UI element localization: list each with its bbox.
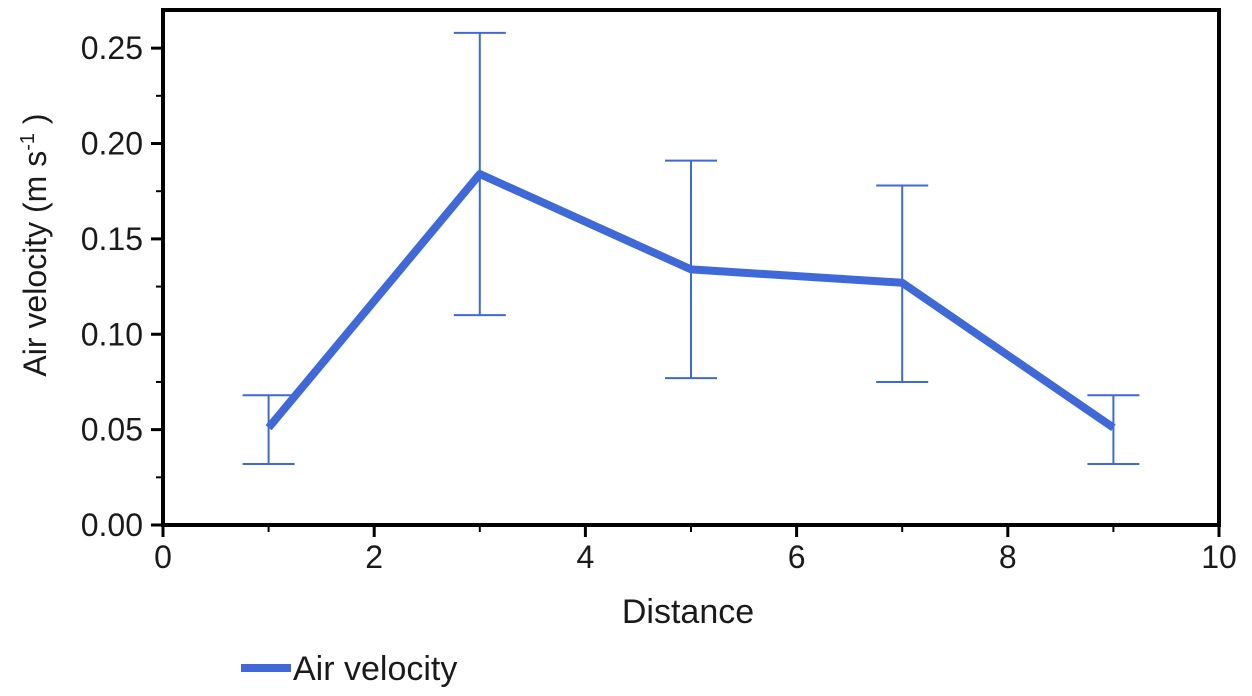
y-axis-label: Air velocity (m s-1 ) bbox=[17, 113, 53, 376]
x-tick-label: 6 bbox=[788, 539, 806, 575]
x-tick-label: 4 bbox=[577, 539, 595, 575]
y-tick-label: 0.25 bbox=[81, 30, 143, 66]
y-tick-label: 0.15 bbox=[81, 221, 143, 257]
x-tick-label: 10 bbox=[1201, 539, 1237, 575]
y-tick-label: 0.00 bbox=[81, 507, 143, 543]
y-tick-label: 0.05 bbox=[81, 412, 143, 448]
y-axis-label-close: ) bbox=[17, 113, 53, 133]
y-axis-label-superscript: -1 bbox=[17, 133, 39, 151]
legend-label-air-velocity: Air velocity bbox=[293, 650, 457, 688]
x-tick-label: 0 bbox=[154, 539, 172, 575]
error-bars bbox=[242, 31, 1140, 465]
legend: Air velocity bbox=[241, 650, 457, 688]
x-axis: 0 2 4 6 8 10 bbox=[154, 525, 1237, 575]
x-tick-label: 8 bbox=[999, 539, 1017, 575]
x-axis-label: Distance bbox=[622, 593, 754, 631]
y-tick-label: 0.10 bbox=[81, 316, 143, 352]
series-line-air-velocity bbox=[265, 170, 1116, 432]
y-axis-label-main: Air velocity (m s bbox=[17, 151, 53, 377]
x-tick-label: 2 bbox=[365, 539, 383, 575]
y-tick-label: 0.20 bbox=[81, 126, 143, 162]
y-axis: 0.00 0.05 0.10 0.15 0.20 0.25 bbox=[81, 30, 163, 543]
